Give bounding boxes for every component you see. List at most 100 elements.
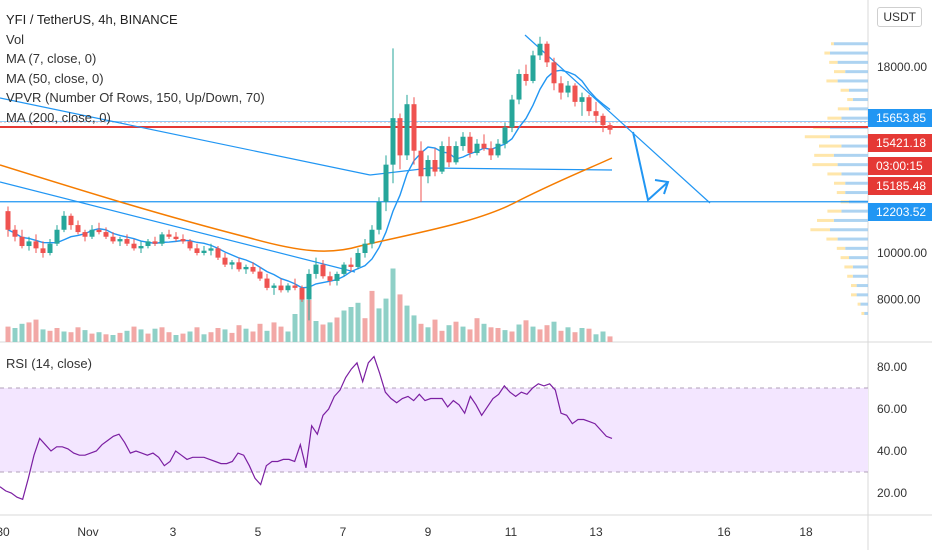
vpvr-up-bin: [845, 70, 868, 74]
candle-body: [292, 285, 298, 288]
candle-body: [47, 243, 53, 253]
vpvr-up-bin: [852, 265, 868, 269]
volume-bar: [460, 326, 466, 342]
volume-bar: [145, 333, 151, 342]
vpvr-down-bin: [857, 302, 861, 306]
vpvr-down-bin: [840, 256, 849, 260]
volume-bar: [600, 331, 606, 342]
currency-button[interactable]: USDT: [877, 7, 922, 27]
candle-body: [236, 262, 242, 270]
candle-body: [362, 243, 368, 253]
candle-body: [61, 215, 67, 230]
volume-bar: [579, 328, 585, 342]
volume-bar: [61, 331, 67, 342]
candle-body: [488, 148, 494, 156]
volume-bar: [187, 331, 193, 342]
volume-bar: [26, 322, 32, 342]
volume-bar: [453, 321, 459, 342]
study-ma50[interactable]: MA (50, close, 0): [6, 70, 104, 86]
rsi-band-fill: [0, 388, 868, 472]
vpvr-up-bin: [856, 293, 868, 297]
volume-bar: [327, 322, 333, 342]
candle-body: [278, 285, 284, 291]
volume-bar: [194, 327, 200, 342]
candle-body: [33, 241, 39, 249]
vpvr-up-bin: [849, 107, 868, 111]
time-axis-label: 3: [170, 525, 177, 539]
time-axis-label: 30: [0, 525, 10, 539]
price-tag-label: 15185.48: [876, 179, 926, 193]
candle-body: [516, 73, 522, 100]
volume-bar: [103, 334, 109, 342]
candle-body: [110, 236, 116, 242]
volume-profile: [804, 42, 868, 315]
volume-bar: [159, 327, 165, 342]
vpvr-down-bin: [810, 228, 830, 232]
candle-body: [194, 248, 200, 253]
price-axis-label: 8000.00: [877, 293, 921, 307]
candle-body: [180, 239, 186, 242]
vpvr-down-bin: [829, 60, 838, 64]
candle-body: [117, 239, 123, 242]
vpvr-down-bin: [827, 116, 842, 120]
study-vpvr[interactable]: VPVR (Number Of Rows, 150, Up/Down, 70): [6, 90, 265, 105]
rsi-axis-label: 20.00: [877, 486, 907, 500]
volume-bar: [320, 324, 326, 342]
forecast-arrowhead: [654, 179, 670, 195]
candle-body: [390, 118, 396, 165]
candle-body: [19, 236, 25, 247]
volume-bar: [607, 336, 613, 342]
candle-body: [131, 243, 137, 249]
vpvr-up-bin: [845, 191, 868, 195]
study-ma7[interactable]: MA (7, close, 0): [6, 51, 97, 66]
symbol-title[interactable]: YFI / TetherUS, 4h, BINANCE: [6, 12, 178, 27]
vpvr-down-bin: [834, 181, 846, 185]
volume-bar: [180, 333, 186, 342]
vpvr-down-bin: [847, 98, 853, 102]
rsi-axis-label: 80.00: [877, 360, 907, 374]
study-ma200[interactable]: MA (200, close, 0): [6, 109, 111, 125]
candle-body: [565, 85, 571, 93]
rsi-title[interactable]: RSI (14, close): [6, 356, 92, 371]
price-tag-label: 15421.18: [876, 136, 926, 150]
candle-body: [579, 97, 585, 102]
candle-body: [173, 236, 179, 240]
vpvr-down-bin: [824, 51, 830, 55]
volume-bar: [523, 320, 529, 342]
volume-bar: [215, 328, 221, 342]
candle-body: [509, 99, 515, 128]
vpvr-up-bin: [852, 98, 868, 102]
volume-bar: [292, 314, 298, 342]
volume-bar: [250, 331, 256, 342]
volume-bar: [271, 322, 277, 342]
ma50-line: [0, 157, 613, 252]
vpvr-up-bin: [845, 246, 868, 250]
candle-body: [152, 241, 158, 244]
candle-body: [530, 55, 536, 81]
time-axis-label: 9: [425, 525, 432, 539]
volume-bar: [341, 310, 347, 342]
candle-body: [145, 241, 151, 247]
price-tag: [868, 109, 932, 127]
volume-bar: [481, 323, 487, 342]
study-vol[interactable]: Vol: [6, 31, 25, 47]
vpvr-up-bin: [830, 228, 868, 232]
candle-body: [215, 248, 221, 258]
volume-bar: [12, 328, 18, 342]
volume-bar: [446, 325, 452, 342]
candle-body: [369, 229, 375, 244]
volume-bar: [138, 329, 144, 342]
volume-bar: [264, 330, 270, 342]
volume-bar: [285, 331, 291, 342]
volume-bar: [173, 335, 179, 342]
volume-bar: [537, 329, 543, 342]
candle-body: [103, 232, 109, 237]
volume-bar: [558, 330, 564, 342]
candle-body: [418, 150, 424, 177]
vpvr-up-bin: [830, 135, 868, 139]
vpvr-up-bin: [837, 237, 868, 241]
rsi-band: [0, 387, 868, 473]
time-axis-label: 18: [799, 525, 813, 539]
